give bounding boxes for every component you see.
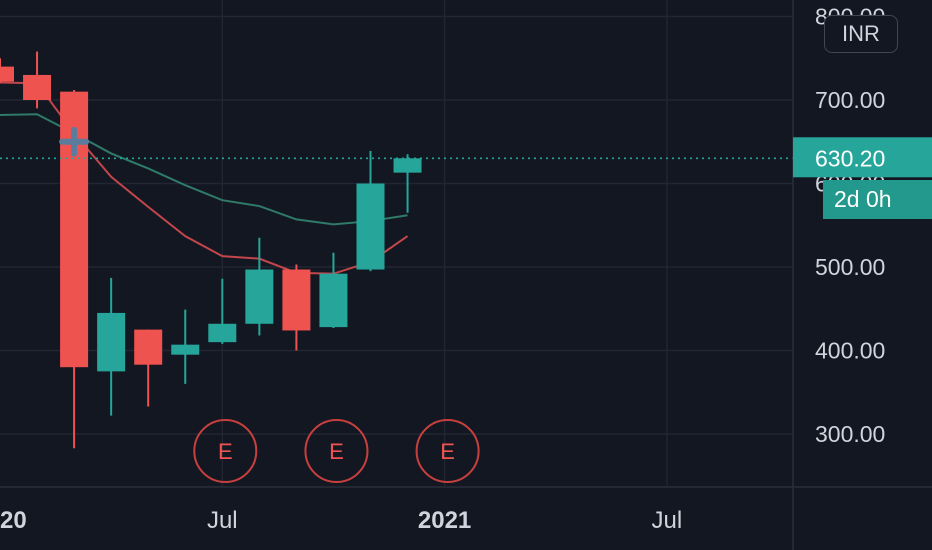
candle[interactable] xyxy=(245,237,274,336)
x-tick-label: 2021 xyxy=(418,507,471,534)
earnings-event-marker[interactable]: E xyxy=(193,419,258,483)
candle-body xyxy=(208,323,237,343)
earnings-event-circle xyxy=(415,419,480,483)
x-tick-label: Jul xyxy=(207,507,238,534)
grid xyxy=(0,0,793,487)
candle[interactable] xyxy=(356,150,385,272)
earnings-event-circle xyxy=(193,419,258,483)
y-tick-label: 300.00 xyxy=(815,421,885,447)
candle-body xyxy=(0,66,14,82)
candle-body xyxy=(319,273,348,328)
candle[interactable] xyxy=(319,252,348,328)
x-axis-labels: 20 Jul 2021 Jul xyxy=(0,507,682,534)
last-price-label: 630.20 xyxy=(815,145,885,171)
moving-average-line-2 xyxy=(0,113,408,226)
price-tags: 630.20 2d 0h xyxy=(793,137,932,219)
currency-button[interactable]: INR xyxy=(824,15,898,53)
marker xyxy=(59,126,90,157)
earnings-event-circle xyxy=(304,419,369,483)
y-tick-label: 400.00 xyxy=(815,338,885,364)
candle[interactable] xyxy=(171,309,200,384)
candle-body xyxy=(134,329,163,365)
x-tick-label: 20 xyxy=(0,507,27,534)
earnings-event-marker[interactable]: E xyxy=(304,419,369,483)
y-tick-label: 700.00 xyxy=(815,87,885,113)
candle-body xyxy=(23,74,52,100)
plus-marker-icon xyxy=(59,126,90,157)
candles xyxy=(0,51,422,449)
earnings-event-label: E xyxy=(329,439,344,464)
candle-body xyxy=(393,158,422,173)
candle-body xyxy=(171,344,200,355)
candle[interactable] xyxy=(97,277,126,416)
countdown-tag: 2d 0h xyxy=(823,180,932,219)
earnings-event-label: E xyxy=(440,439,455,464)
countdown-label: 2d 0h xyxy=(834,186,892,212)
candle[interactable] xyxy=(134,329,163,407)
candle[interactable] xyxy=(23,51,52,109)
candle-body xyxy=(282,269,311,331)
candle-body xyxy=(356,183,385,270)
earnings-event-marker[interactable]: E xyxy=(415,419,480,483)
x-tick-label: Jul xyxy=(652,507,683,534)
candle-body xyxy=(245,269,274,324)
candle[interactable] xyxy=(393,154,422,213)
y-tick-label: 500.00 xyxy=(815,254,885,280)
candle[interactable] xyxy=(0,58,14,84)
last-price-tag: 630.20 xyxy=(793,137,932,178)
candle[interactable] xyxy=(208,278,237,344)
earnings-event-label: E xyxy=(218,439,233,464)
candle-body xyxy=(97,312,126,372)
candle[interactable] xyxy=(282,264,311,351)
